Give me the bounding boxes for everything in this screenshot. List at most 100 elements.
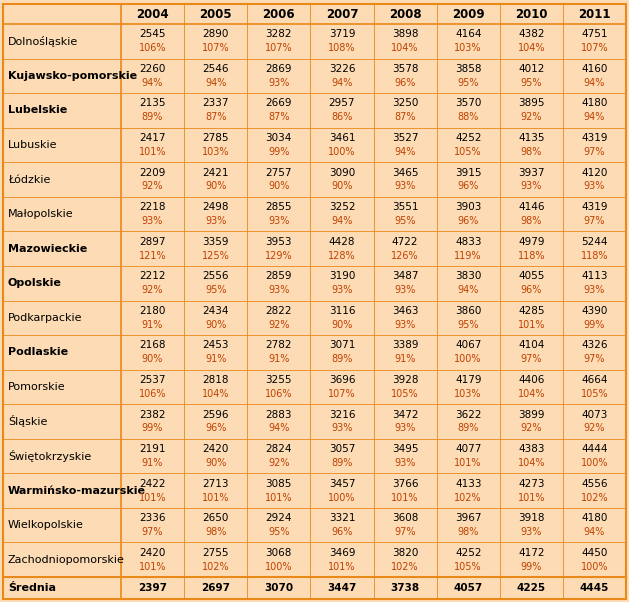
Text: 104%: 104% [391,43,419,53]
Text: 4252: 4252 [455,548,481,558]
Text: 4135: 4135 [518,133,545,143]
Text: 4073: 4073 [581,409,608,420]
Text: 3903: 3903 [455,202,481,212]
Text: 94%: 94% [331,78,353,88]
Text: 101%: 101% [265,492,292,503]
Text: 103%: 103% [202,147,230,157]
Text: 95%: 95% [521,78,542,88]
Text: Wielkopolskie: Wielkopolskie [8,520,84,530]
Text: 2545: 2545 [139,29,166,39]
Text: 3918: 3918 [518,514,545,523]
Text: 96%: 96% [205,423,226,433]
Text: 3071: 3071 [329,341,355,350]
Text: 92%: 92% [521,113,542,122]
Text: 3070: 3070 [264,583,293,593]
Text: 101%: 101% [328,562,355,572]
Text: 4664: 4664 [581,375,608,385]
Text: 97%: 97% [142,527,164,537]
Text: 4979: 4979 [518,237,545,247]
Text: 4450: 4450 [581,548,608,558]
Text: 89%: 89% [142,113,164,122]
Text: 2822: 2822 [265,306,292,316]
Text: 99%: 99% [521,562,542,572]
Text: 101%: 101% [518,492,545,503]
Text: 106%: 106% [139,389,166,399]
Text: 93%: 93% [331,285,353,295]
Text: 104%: 104% [518,458,545,468]
Text: 4225: 4225 [517,583,546,593]
Text: 91%: 91% [142,458,164,468]
Text: 93%: 93% [205,216,226,226]
Text: 3465: 3465 [392,167,418,178]
Text: 3928: 3928 [392,375,418,385]
Text: 107%: 107% [328,389,356,399]
Text: 91%: 91% [205,354,226,364]
Text: 125%: 125% [202,250,230,261]
Text: 2957: 2957 [329,99,355,108]
Text: 2420: 2420 [203,444,229,454]
Text: 3255: 3255 [265,375,292,385]
Text: 104%: 104% [518,43,545,53]
Text: 96%: 96% [457,216,479,226]
Text: 100%: 100% [581,562,608,572]
Text: 101%: 101% [139,562,166,572]
Text: 93%: 93% [394,458,416,468]
Text: 99%: 99% [584,320,605,330]
Text: 2004: 2004 [136,7,169,20]
Text: 100%: 100% [454,354,482,364]
Text: 2382: 2382 [139,409,166,420]
Text: 4722: 4722 [392,237,418,247]
Text: 4055: 4055 [518,272,545,281]
Text: 3898: 3898 [392,29,418,39]
Text: 98%: 98% [457,527,479,537]
Text: 4179: 4179 [455,375,481,385]
Text: 4833: 4833 [455,237,481,247]
Text: 107%: 107% [581,43,608,53]
Text: 118%: 118% [518,250,545,261]
Text: 2755: 2755 [203,548,229,558]
Text: 2191: 2191 [139,444,166,454]
Text: 94%: 94% [205,78,226,88]
Text: 102%: 102% [581,492,608,503]
Text: 90%: 90% [142,354,164,364]
Text: 90%: 90% [331,181,353,191]
Text: 2782: 2782 [265,341,292,350]
Text: 3622: 3622 [455,409,481,420]
Text: 93%: 93% [584,181,605,191]
Text: 2420: 2420 [140,548,166,558]
Text: 100%: 100% [328,147,355,157]
Text: 87%: 87% [205,113,226,122]
Text: 4751: 4751 [581,29,608,39]
Text: 92%: 92% [584,423,605,433]
Text: 97%: 97% [394,527,416,537]
Text: 3967: 3967 [455,514,481,523]
Text: 4160: 4160 [581,64,608,74]
Text: 101%: 101% [139,147,166,157]
Text: 4104: 4104 [518,341,545,350]
Text: 4273: 4273 [518,479,545,489]
Text: 3457: 3457 [329,479,355,489]
Text: 2421: 2421 [203,167,229,178]
Text: 3250: 3250 [392,99,418,108]
Text: 2924: 2924 [265,514,292,523]
Text: 3578: 3578 [392,64,418,74]
Text: 97%: 97% [521,354,542,364]
Text: 97%: 97% [584,216,605,226]
Text: 2859: 2859 [265,272,292,281]
Text: 94%: 94% [394,147,416,157]
Text: Dolnośląskie: Dolnośląskie [8,36,78,47]
Text: 4133: 4133 [455,479,481,489]
Text: 96%: 96% [394,78,416,88]
Text: 94%: 94% [268,423,289,433]
Text: 3190: 3190 [329,272,355,281]
Text: 2669: 2669 [265,99,292,108]
Text: 93%: 93% [394,423,416,433]
Text: 107%: 107% [202,43,230,53]
Text: 3057: 3057 [329,444,355,454]
Text: 100%: 100% [265,562,292,572]
Text: 4012: 4012 [518,64,545,74]
Text: 101%: 101% [202,492,230,503]
Text: 4556: 4556 [581,479,608,489]
Text: 2537: 2537 [139,375,166,385]
Text: Świętokrzyskie: Świętokrzyskie [8,450,91,462]
